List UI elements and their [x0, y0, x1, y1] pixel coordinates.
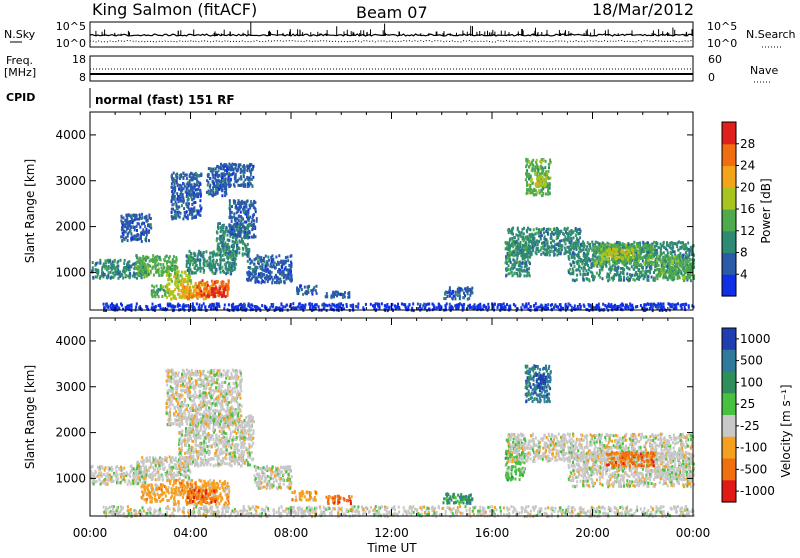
velocity-cbar-swatch-0 — [722, 328, 736, 350]
power-ytick-label-0: 1000 — [55, 265, 86, 279]
time-tick-label-6: 00:00 — [676, 526, 711, 540]
velocity-cells — [90, 364, 695, 518]
velocity-cbar-swatch-7 — [722, 480, 736, 502]
cpid-text: normal (fast) 151 RF — [95, 93, 235, 107]
velocity-region-8 — [291, 490, 317, 502]
velocity-ylabel: Slant Range [km] — [23, 365, 37, 469]
power-region-13 — [120, 213, 152, 243]
velocity-region-4 — [140, 483, 167, 503]
power-cbar-label-6: 28 — [740, 137, 755, 151]
power-cells — [91, 158, 695, 312]
nsky-tick-bottom: 10^0 — [56, 37, 86, 50]
power-region-18 — [443, 286, 473, 300]
freq-panel: Freq. [MHz] 18 8 Nave 60 0 — [4, 53, 778, 84]
velocity-cbar-label-2: 100 — [740, 375, 763, 389]
power-cbar-swatch-0 — [722, 274, 736, 296]
velocity-cbar-label-6: -500 — [740, 462, 767, 476]
cpid-label: CPID — [6, 91, 35, 104]
power-region-15 — [296, 284, 318, 296]
power-cbar-label-2: 12 — [740, 224, 755, 238]
freq-unit: [MHz] — [4, 66, 36, 79]
power-cbar-swatch-1 — [722, 253, 736, 275]
beam-title: Beam 07 — [356, 3, 428, 22]
velocity-cbar-label-0: 1000 — [740, 332, 771, 346]
velocity-region-2 — [178, 414, 255, 467]
velocity-cbar-swatch-6 — [722, 459, 736, 481]
velocity-cbar-swatch-3 — [722, 393, 736, 415]
power-region-2 — [151, 284, 167, 298]
power-cbar-label-3: 16 — [740, 202, 755, 216]
power-cbar-swatch-7 — [722, 122, 736, 144]
velocity-cbar-label-5: -100 — [740, 441, 767, 455]
velocity-cbar-label-1: 500 — [740, 354, 763, 368]
velocity-region-9 — [326, 495, 353, 505]
velocity-cbar-swatch-2 — [722, 372, 736, 394]
power-ytick-label-2: 3000 — [55, 174, 86, 188]
velocity-cbar-label-3: 25 — [740, 397, 755, 411]
power-ytick-label-1: 2000 — [55, 220, 86, 234]
velocity-region-7 — [254, 465, 293, 490]
power-cbar-label-4: 20 — [740, 180, 755, 194]
time-tick-label-2: 08:00 — [274, 526, 309, 540]
velocity-cbar-swatch-4 — [722, 415, 736, 437]
power-colorbar: 4 8 12 16 20 24 28 — [722, 122, 755, 297]
power-cbar-label-0: 4 — [740, 267, 748, 281]
nsky-tick-top: 10^5 — [56, 20, 86, 33]
noise-spikes — [96, 22, 692, 36]
velocity-cbar-label-7: -1000 — [740, 484, 775, 498]
power-cbar-label: Power [dB] — [759, 178, 773, 243]
velocity-panel: 1000 2000 3000 4000 Slant Range [km] 1000 50… — [23, 318, 793, 518]
nsearch-tick-bottom: 10^0 — [707, 37, 737, 50]
power-cbar-label-1: 8 — [740, 246, 748, 260]
power-ytick-label-3: 4000 — [55, 128, 86, 142]
time-tick-label-0: 00:00 — [73, 526, 108, 540]
velocity-ytick-label-2: 3000 — [55, 380, 86, 394]
power-region-10 — [171, 172, 203, 221]
velocity-region-3 — [165, 369, 242, 427]
freq-tick-top: 18 — [72, 53, 86, 66]
station-title: King Salmon (fitACF) — [92, 0, 257, 19]
velocity-ytick-label-1: 2000 — [55, 426, 86, 440]
velocity-cbar-swatch-5 — [722, 437, 736, 459]
velocity-ytick-label-3: 4000 — [55, 334, 86, 348]
time-xlabel: Time UT — [366, 541, 417, 554]
power-region-17 — [103, 302, 695, 312]
power-cbar-swatch-2 — [722, 231, 736, 253]
time-axis: 00:00 04:00 08:00 12:00 16:00 20:00 00:00 — [73, 526, 711, 540]
velocity-cbar-label-4: -25 — [740, 419, 760, 433]
power-cbar-swatch-5 — [722, 166, 736, 188]
nsky-label: N.Sky — [4, 28, 36, 41]
velocity-cbar-swatch-1 — [722, 350, 736, 372]
time-tick-label-1: 04:00 — [173, 526, 208, 540]
time-tick-label-3: 12:00 — [374, 526, 409, 540]
velocity-colorbar: 1000 500 100 25 -25 -100 -500 -1000 — [722, 328, 775, 503]
time-tick-label-5: 20:00 — [575, 526, 610, 540]
power-cbar-swatch-4 — [722, 187, 736, 209]
noise-search-line — [90, 41, 693, 43]
nsearch-tick-top: 10^5 — [707, 20, 737, 33]
velocity-cbar-label: Velocity [m s⁻¹] — [779, 384, 793, 477]
nave-tick-bottom: 0 — [708, 71, 715, 84]
freq-tick-bottom: 8 — [79, 71, 86, 84]
power-ylabel: Slant Range [km] — [23, 159, 37, 263]
nave-label: Nave — [750, 64, 778, 77]
nsearch-label: N.Search — [746, 28, 796, 41]
noise-panel: N.Sky 10^5 10^0 N.Search 10^5 10^0 — [4, 20, 796, 50]
power-region-16 — [325, 290, 351, 299]
nave-tick-top: 60 — [708, 53, 722, 66]
velocity-ytick-label-0: 1000 — [55, 471, 86, 485]
date-title: 18/Mar/2012 — [592, 0, 694, 19]
power-cbar-swatch-3 — [722, 209, 736, 231]
power-axes: 1000 2000 3000 4000 — [55, 112, 693, 310]
velocity-region-11 — [443, 492, 474, 505]
power-cbar-swatch-6 — [722, 144, 736, 166]
time-tick-label-4: 16:00 — [475, 526, 510, 540]
power-region-14 — [246, 254, 293, 284]
power-cbar-label-5: 24 — [740, 159, 755, 173]
power-panel: 1000 2000 3000 4000 Slant Range [km] 4 8 12 16… — [23, 112, 773, 312]
